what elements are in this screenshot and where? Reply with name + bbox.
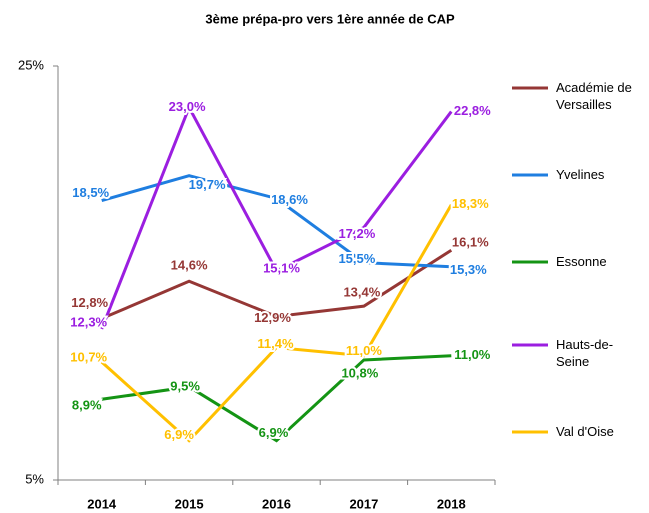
data-label: 9,5% bbox=[170, 378, 200, 393]
x-tick-label: 2018 bbox=[437, 496, 466, 511]
legend-label: Académie de Versailles bbox=[556, 80, 632, 112]
data-label: 23,0% bbox=[169, 99, 206, 114]
data-label: 11,4% bbox=[257, 336, 294, 351]
legend-label: Yvelines bbox=[556, 167, 605, 182]
series-line bbox=[101, 174, 452, 269]
x-tick-label: 2017 bbox=[349, 496, 378, 511]
legend-label: Hauts-de-Seine bbox=[556, 337, 614, 369]
y-tick-label: 25% bbox=[18, 57, 44, 72]
data-label: 11,0% bbox=[346, 343, 383, 358]
data-label: 12,3% bbox=[70, 314, 107, 329]
data-label: 6,9% bbox=[259, 425, 289, 440]
x-tick-label: 2016 bbox=[262, 496, 291, 511]
x-tick-label: 2014 bbox=[87, 496, 117, 511]
data-label: 12,9% bbox=[254, 310, 291, 325]
data-label: 13,4% bbox=[343, 285, 380, 300]
data-label: 17,2% bbox=[338, 226, 375, 241]
data-label: 15,5% bbox=[338, 251, 375, 266]
y-tick-label: 5% bbox=[25, 471, 44, 486]
data-label: 15,3% bbox=[450, 262, 487, 277]
series-line bbox=[101, 354, 452, 443]
data-label: 18,6% bbox=[271, 192, 308, 207]
series-line bbox=[100, 103, 453, 330]
data-label: 11,0% bbox=[454, 347, 491, 362]
data-label: 19,7% bbox=[189, 177, 226, 192]
data-label: 18,5% bbox=[72, 185, 109, 200]
data-label: 10,7% bbox=[70, 349, 107, 364]
data-label: 22,8% bbox=[454, 103, 491, 118]
data-label: 12,8% bbox=[71, 295, 108, 310]
data-label: 15,1% bbox=[263, 260, 300, 275]
chart-title: 3ème prépa-pro vers 1ère année de CAP bbox=[205, 11, 455, 26]
legend-label: Val d'Oise bbox=[556, 424, 614, 439]
series-line bbox=[101, 248, 453, 320]
data-label: 10,8% bbox=[341, 365, 378, 380]
data-label: 18,3% bbox=[452, 196, 489, 211]
data-label: 8,9% bbox=[72, 398, 102, 413]
series-line bbox=[100, 203, 453, 443]
x-tick-label: 2015 bbox=[175, 496, 204, 511]
data-label: 14,6% bbox=[171, 258, 208, 273]
data-label: 16,1% bbox=[452, 235, 489, 250]
legend-label: Essonne bbox=[556, 254, 607, 269]
data-label: 6,9% bbox=[164, 427, 194, 442]
